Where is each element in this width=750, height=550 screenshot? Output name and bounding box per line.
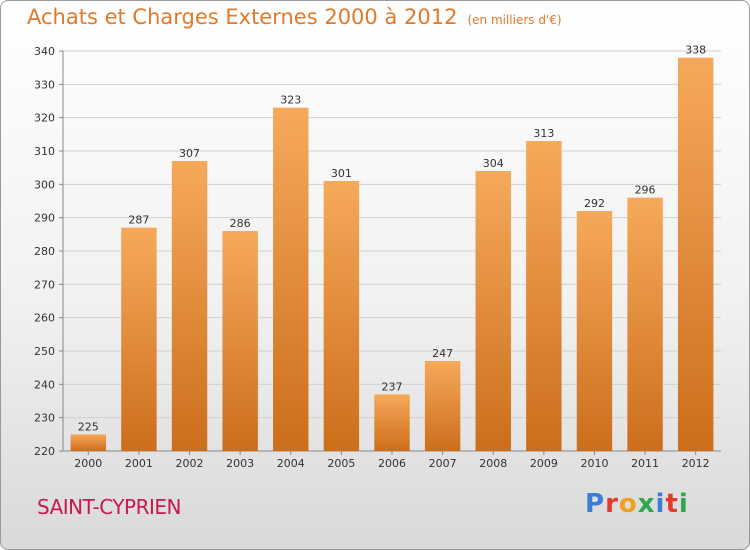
x-tick-label: 2006 <box>378 457 406 470</box>
logo-letter: P <box>585 489 606 519</box>
y-tick-label: 340 <box>34 45 55 58</box>
data-label: 313 <box>533 127 554 140</box>
y-tick-label: 300 <box>34 178 55 191</box>
data-label: 292 <box>584 197 605 210</box>
bar <box>273 107 309 452</box>
y-tick-label: 290 <box>34 212 55 225</box>
x-tick-label: 2005 <box>327 457 355 470</box>
logo-letter: r <box>605 489 619 519</box>
x-tick-label: 2007 <box>429 457 457 470</box>
data-label: 307 <box>179 147 200 160</box>
bar <box>323 181 360 451</box>
bar <box>475 171 511 451</box>
x-tick-label: 2003 <box>226 457 254 470</box>
data-label: 296 <box>635 184 656 197</box>
bar <box>374 394 410 451</box>
y-tick-label: 310 <box>34 145 55 158</box>
y-tick-label: 230 <box>34 412 55 425</box>
y-tick-label: 250 <box>34 345 55 358</box>
data-label: 304 <box>483 157 504 170</box>
chart-title: Achats et Charges Externes 2000 à 2012 <box>27 5 458 29</box>
commune-name: SAINT-CYPRIEN <box>37 495 182 519</box>
x-tick-label: 2009 <box>530 457 558 470</box>
y-tick-label: 220 <box>34 445 55 458</box>
x-tick-label: 2001 <box>125 457 153 470</box>
bar <box>677 57 714 452</box>
data-label: 286 <box>230 217 251 230</box>
logo-letter: i <box>678 489 689 519</box>
x-tick-label: 2004 <box>277 457 305 470</box>
data-label: 237 <box>382 380 403 393</box>
logo-letter: t <box>665 489 679 519</box>
logo-letter: i <box>655 489 666 519</box>
chart-unit: (en milliers d'€) <box>467 13 562 27</box>
proxiti-logo: Proxiti <box>585 489 689 519</box>
logo-letter: o <box>618 489 638 519</box>
bar <box>70 434 107 451</box>
y-tick-label: 260 <box>34 312 55 325</box>
logo-letter: x <box>637 489 656 519</box>
data-label: 323 <box>280 94 301 107</box>
data-label: 287 <box>128 214 149 227</box>
chart-title-block: Achats et Charges Externes 2000 à 2012 (e… <box>27 5 562 29</box>
data-label: 301 <box>331 167 352 180</box>
y-tick-label: 280 <box>34 245 55 258</box>
y-tick-label: 270 <box>34 278 55 291</box>
bar <box>627 197 663 451</box>
bar <box>171 161 208 451</box>
y-tick-label: 240 <box>34 378 55 391</box>
bar <box>121 227 157 451</box>
x-tick-label: 2012 <box>682 457 710 470</box>
y-tick-label: 330 <box>34 78 55 91</box>
y-tick-label: 320 <box>34 112 55 125</box>
data-label: 247 <box>432 347 453 360</box>
bar <box>222 231 258 451</box>
x-tick-label: 2002 <box>176 457 204 470</box>
bar <box>576 211 613 451</box>
x-tick-label: 2000 <box>74 457 102 470</box>
data-label: 338 <box>685 44 706 57</box>
data-label: 225 <box>78 420 99 433</box>
x-tick-label: 2010 <box>580 457 608 470</box>
x-tick-label: 2008 <box>479 457 507 470</box>
x-tick-label: 2011 <box>631 457 659 470</box>
bar <box>526 141 562 451</box>
bar <box>424 361 461 451</box>
